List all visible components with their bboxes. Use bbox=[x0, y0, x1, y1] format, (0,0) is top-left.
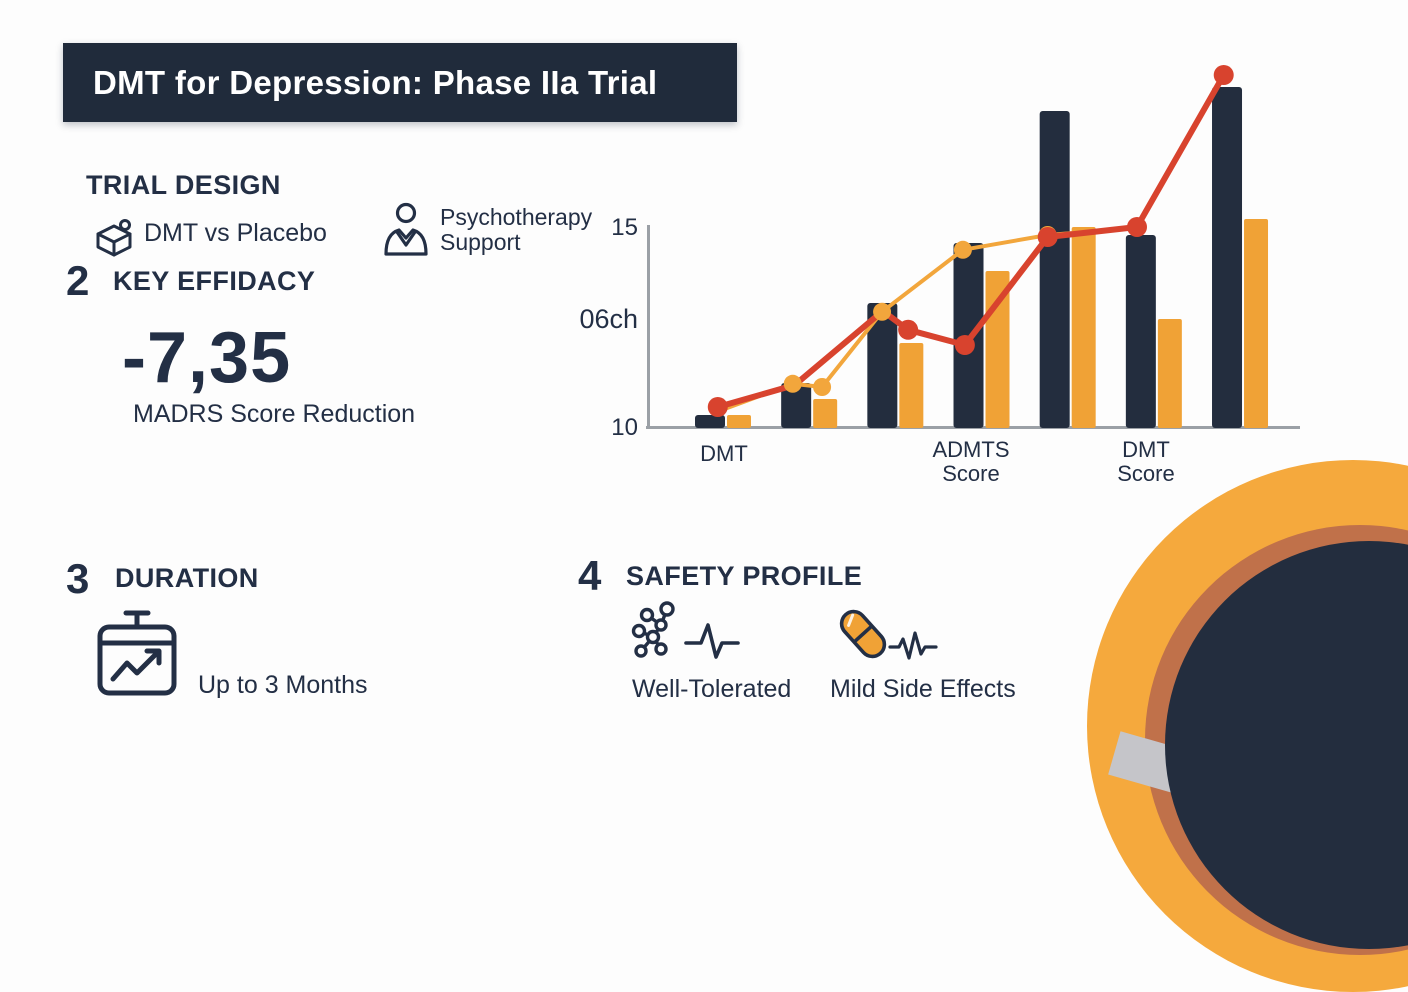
pulse-icon bbox=[684, 623, 740, 659]
x-label-line: Score bbox=[942, 461, 1000, 486]
y-tick-middle: 06ch bbox=[579, 304, 638, 334]
molecule-icon bbox=[631, 601, 675, 658]
x-label-line: DMT bbox=[700, 441, 748, 466]
trial-design-heading: TRIAL DESIGN bbox=[86, 170, 281, 200]
box-icon bbox=[96, 219, 132, 257]
x-label-dmt-score: DMT Score bbox=[1076, 438, 1216, 486]
chart-svg bbox=[646, 65, 1300, 429]
x-label-line: Score bbox=[1117, 461, 1175, 486]
duration-label: Up to 3 Months bbox=[198, 671, 368, 699]
trial-design-item-label: DMT vs Placebo bbox=[144, 219, 327, 247]
safety-number: 4 bbox=[578, 552, 602, 599]
y-tick-bottom: 10 bbox=[611, 414, 638, 441]
efficacy-caption: MADRS Score Reduction bbox=[133, 400, 416, 428]
pulse-icon-small bbox=[888, 631, 938, 660]
person-icon bbox=[384, 202, 428, 256]
duration-number: 3 bbox=[66, 555, 90, 602]
x-label-admts-score: ADMTS Score bbox=[901, 438, 1041, 486]
y-tick-top: 15 bbox=[611, 214, 638, 241]
mild-side-effects-label: Mild Side Effects bbox=[830, 675, 1016, 703]
capsule-icon bbox=[839, 609, 887, 659]
key-efficacy-heading: KEY EFFIDACY bbox=[113, 266, 316, 296]
calendar-chart-icon bbox=[97, 610, 177, 696]
efficacy-value: -7,35 bbox=[122, 318, 292, 398]
header-banner: DMT for Depression: Phase IIa Trial bbox=[63, 43, 737, 122]
x-label-dmt: DMT bbox=[664, 442, 784, 466]
duration-heading: DURATION bbox=[115, 563, 259, 593]
x-label-line: DMT bbox=[1122, 437, 1170, 462]
safety-heading: SAFETY PROFILE bbox=[626, 561, 863, 591]
page-title: DMT for Depression: Phase IIa Trial bbox=[93, 63, 658, 101]
key-efficacy-number: 2 bbox=[66, 257, 90, 304]
x-label-line: ADMTS bbox=[932, 437, 1010, 462]
psychotherapy-support-label: Psychotherapy Support bbox=[440, 204, 593, 255]
well-tolerated-label: Well-Tolerated bbox=[632, 675, 792, 703]
